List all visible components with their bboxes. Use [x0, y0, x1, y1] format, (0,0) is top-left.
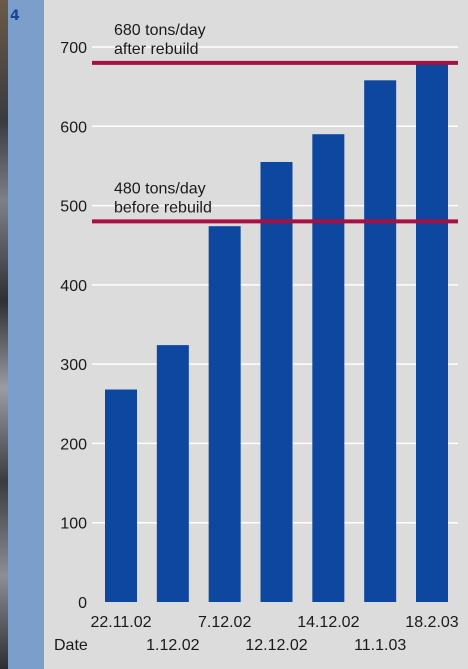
y-tick-label: 0 [78, 595, 87, 612]
figure-number: 4 [10, 8, 20, 24]
bar [260, 161, 293, 602]
bar [156, 345, 189, 602]
y-tick-label: 100 [60, 516, 87, 533]
bar [416, 62, 448, 603]
reference-line-label: before rebuild [114, 199, 212, 216]
y-tick-label: 700 [60, 40, 87, 57]
y-tick-label: 400 [60, 278, 87, 295]
x-tick-label: 11.1.03 [354, 637, 406, 654]
x-tick-label: 7.12.02 [198, 614, 251, 631]
x-tick-label: 18.2.03 [405, 614, 458, 631]
reference-lines [92, 60, 458, 224]
y-tick-label: 200 [60, 436, 87, 453]
y-tick-label: 600 [60, 119, 87, 136]
x-tick-label: 14.12.02 [297, 614, 359, 631]
x-tick-label: 22.11.02 [90, 614, 151, 631]
y-tick-label: 300 [60, 357, 87, 374]
bars [105, 62, 448, 603]
y-tick-label: 500 [60, 199, 87, 216]
bar [208, 226, 241, 602]
bar [312, 134, 345, 602]
background-photo-strip [0, 0, 8, 669]
axis-labels: 0 100 200 300 400 500 600 700 22.11.02 1.12.02 7.1… [54, 22, 459, 654]
reference-line-label: 480 tons/day [114, 180, 206, 197]
accent-bar [8, 0, 44, 669]
x-tick-label: 1.12.02 [146, 637, 199, 654]
reference-line-label: 680 tons/day [114, 22, 206, 39]
bar [105, 389, 137, 602]
x-axis-label: Date [54, 637, 88, 654]
bar [364, 80, 397, 603]
x-tick-label: 12.12.02 [245, 637, 307, 654]
reference-line-label: after rebuild [114, 41, 199, 58]
